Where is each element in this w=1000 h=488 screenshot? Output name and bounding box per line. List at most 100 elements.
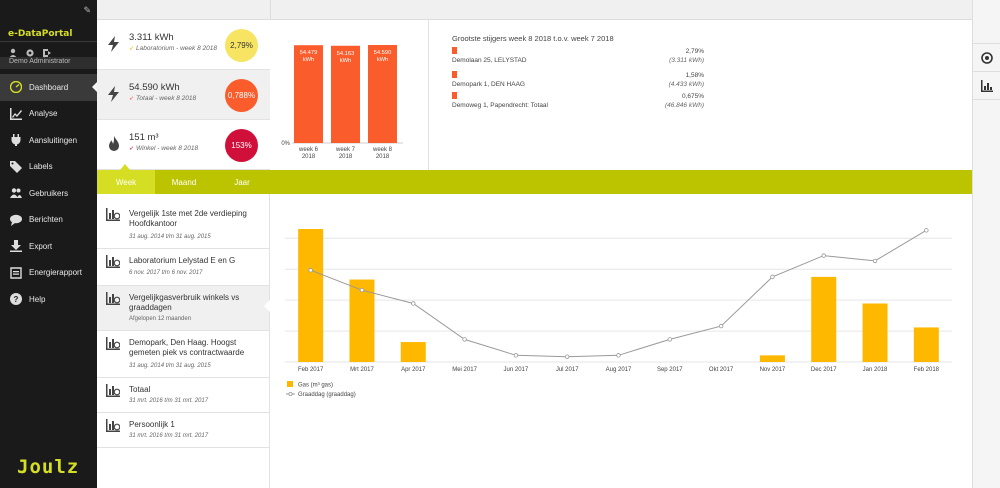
speech-bubble-icon [9,213,22,226]
period-tab-bar: Week Maand Jaar [97,164,972,194]
x-axis-tick-label-year: 2018 [302,154,316,160]
degree-day-point [564,354,570,359]
kpi-badge: 153% [225,129,258,162]
degree-day-point [872,258,878,264]
lightning-icon [108,36,119,52]
riser-name: Demopark 1, DEN HAAG [452,81,525,88]
user-icon[interactable] [8,45,18,58]
x-axis-tick-label: Apr 2017 [401,367,426,373]
right-rail [972,0,1000,488]
bar-data-label: 54.479 [300,50,318,56]
report-chart-icon [106,292,120,305]
report-title: Vergelijk 1ste met 2de verdieping Hoofdk… [129,209,247,228]
x-axis-tick-label: Jan 2018 [863,367,888,373]
degree-day-point [924,228,929,233]
report-title: Vergelijkgasverbruik winkels vs graaddag… [129,293,240,312]
riser-marker [452,71,457,78]
nav-label: Help [29,294,46,304]
report-item-selected[interactable]: Vergelijkgasverbruik winkels vs graaddag… [97,286,270,331]
y-axis-tick-label: 0% [281,141,290,147]
pin-icon[interactable]: ✎ [83,5,91,15]
dashboard-icon [9,81,22,94]
riser-percentage: 1,58% [685,72,704,79]
settings-icon[interactable] [25,45,35,57]
bar-data-label: 54.163 [337,51,355,57]
gas-vs-degree-days-chart: Feb 2017 Mrt 2017 Apr 2017 Mei 2017 Jun 2017… [270,194,972,488]
nav-item-dashboard[interactable]: Dashboard [0,74,97,101]
report-date: Afgelopen 12 maanden [129,316,192,322]
x-axis-tick-label: Feb 2018 [914,367,940,373]
kpi-card[interactable]: 54.590 kWh ➶ Totaal - week 8 2018 0,788% [97,70,270,120]
degree-day-point [411,301,416,306]
kpi-card[interactable]: 3.311 kWh ➶ Laboratorium - week 8 2018 2,… [97,20,270,70]
sidebar: ✎ e-DataPortal Demo Administrator Dashbo… [0,0,97,488]
report-chart-icon [106,384,120,397]
tab-jaar[interactable]: Jaar [234,177,250,187]
report-item[interactable]: Persoonlijk 1 31 mrt. 2016 t/m 31 mrt. 2… [97,413,269,448]
report-item[interactable]: Totaal 31 mrt. 2016 t/m 31 mrt. 2017 [97,378,269,413]
legend-label-gas: Gas (m³ gas) [298,383,333,389]
target-icon [981,51,993,64]
kpi-subtitle: ➶ Laboratorium - week 8 2018 [129,45,217,52]
nav-item-berichten[interactable]: Berichten [0,207,97,234]
legend-swatch-degree-days-dot [288,391,293,396]
bar-data-label-unit: kWh [303,57,315,63]
report-icon [9,266,22,279]
report-chart-icon [106,208,120,221]
divider [270,0,271,20]
trend-up-icon: ➶ [129,146,135,152]
x-axis-tick-label: week 7 [335,147,356,153]
nav-label: Dashboard [29,82,69,92]
nav-item-export[interactable]: Export [0,233,97,260]
rail-settings-button[interactable] [973,44,1000,72]
nav-item-analyse[interactable]: Analyse [0,101,97,128]
trend-up-icon: ➶ [129,46,135,52]
x-axis-tick-label: Aug 2017 [606,367,632,373]
x-axis-tick-label: Nov 2017 [760,367,786,373]
kpi-card[interactable]: 151 m³ ➶ Winkel - week 8 2018 153% [97,120,270,170]
x-axis-tick-label: Sep 2017 [657,367,683,373]
riser-name: Demolaan 25, LELYSTAD [452,57,527,64]
nav-item-help[interactable]: ? Help [0,286,97,313]
x-axis-tick-label: Okt 2017 [709,367,734,373]
x-axis-tick-label: Mrt 2017 [350,367,374,373]
nav-item-gebruikers[interactable]: Gebruikers [0,180,97,207]
logout-icon[interactable] [42,45,52,57]
report-title: Demopark, Den Haag. Hoogst gemeten piek … [129,338,245,357]
gas-bar [298,229,324,362]
x-axis-tick-label-year: 2018 [339,154,353,160]
lightning-icon [108,86,119,102]
report-item[interactable]: Laboratorium Lelystad E en G 6 nov. 2017… [97,249,269,286]
report-title: Totaal [129,385,151,394]
degree-day-point [513,353,519,358]
top-bar [97,0,972,20]
report-item[interactable]: Demopark, Den Haag. Hoogst gemeten piek … [97,331,269,378]
flame-icon [109,136,119,151]
report-title: Laboratorium Lelystad E en G [129,256,236,265]
user-name: Demo Administrator [9,58,71,65]
nav-item-aansluitingen[interactable]: Aansluitingen [0,127,97,154]
nav-label: Analyse [29,109,58,119]
degree-day-point [821,253,826,258]
x-axis-tick-label: Mei 2017 [452,367,477,373]
tags-icon [9,160,22,173]
bar-data-label: 54.590 [374,50,392,56]
weekly-bar-chart: 0% 54.479 kWh week 6 2018 54.163 kWh week 7 2018… [270,20,428,170]
riser-marker [452,92,457,99]
rail-chart-button[interactable] [973,72,1000,100]
tab-week[interactable]: Week [97,164,155,194]
bar-chart-icon [981,79,993,92]
report-date: 31 mrt. 2016 t/m 31 mrt. 2017 [129,398,209,404]
users-icon [9,187,22,200]
nav-item-energierapport[interactable]: Energierapport [0,260,97,287]
tab-maand[interactable]: Maand [171,177,197,187]
gas-bar [759,355,785,362]
x-axis-tick-label: Jul 2017 [556,367,579,373]
report-chart-icon [106,337,120,350]
report-item[interactable]: Vergelijk 1ste met 2de verdieping Hoofdk… [97,202,269,249]
nav-item-labels[interactable]: Labels [0,154,97,181]
help-icon: ? [9,293,22,306]
risers-title: Grootste stijgers week 8 2018 t.o.v. wee… [452,34,614,43]
bar-mark [368,45,397,143]
nav-label: Energierapport [29,268,82,278]
